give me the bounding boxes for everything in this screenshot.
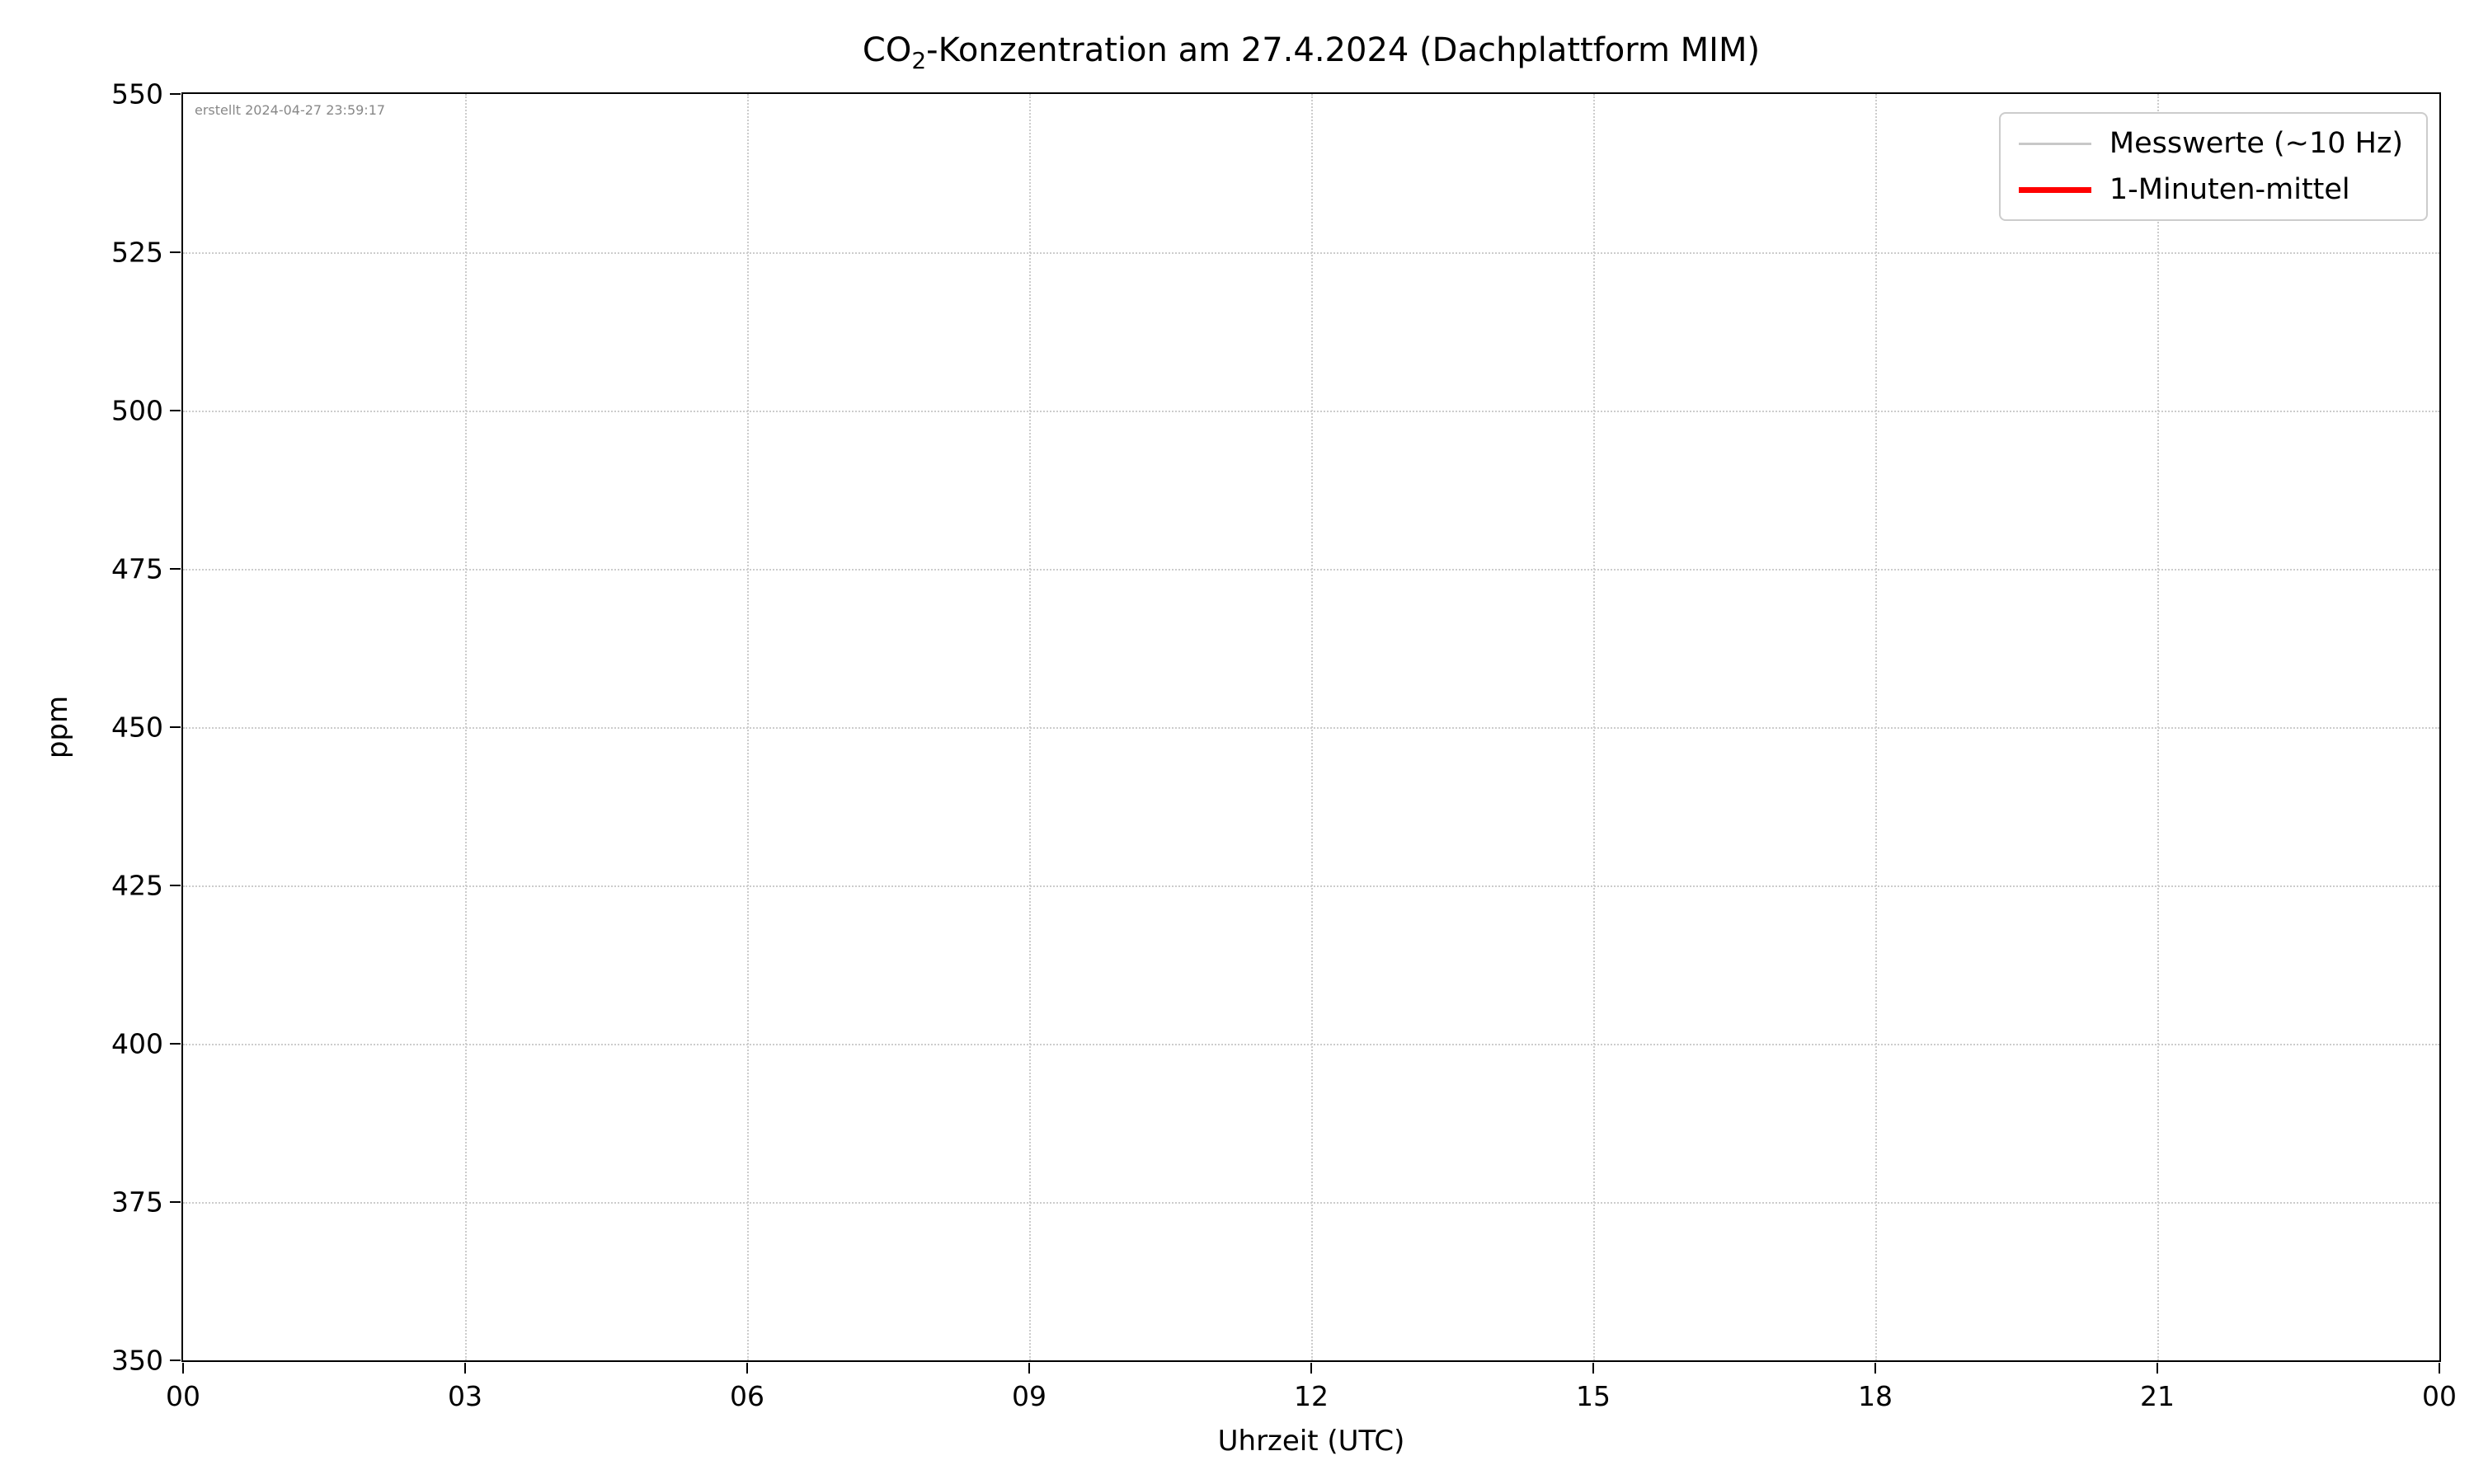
x-axis-label: Uhrzeit (UTC) (1217, 1425, 1405, 1458)
x-tick-label: 00 (166, 1380, 200, 1412)
x-tick-label: 09 (1012, 1380, 1047, 1412)
gridline-y (183, 569, 2439, 571)
gridline-y (183, 252, 2439, 254)
x-tick-label: 03 (448, 1380, 482, 1412)
x-tick-label: 15 (1576, 1380, 1611, 1412)
gridline-y (183, 1202, 2439, 1204)
y-tick-label: 500 (111, 394, 163, 427)
gridline-y (183, 411, 2439, 412)
x-tick-mark (182, 1363, 184, 1374)
y-tick-mark (170, 726, 181, 728)
chart-title-suffix: -Konzentration am 27.4.2024 (Dachplattfo… (926, 31, 1761, 69)
y-tick-label: 350 (111, 1344, 163, 1377)
legend-line-messwerte-icon (2018, 142, 2091, 145)
legend-entry-minutenmittel: 1-Minuten-mittel (2018, 173, 2403, 206)
chart-title: CO2-Konzentration am 27.4.2024 (Dachplat… (181, 31, 2441, 74)
chart-title-subscript: 2 (911, 47, 927, 74)
legend-label-minutenmittel: 1-Minuten-mittel (2109, 173, 2350, 206)
y-tick-label: 525 (111, 236, 163, 269)
y-tick-mark (170, 251, 181, 253)
y-tick-label: 425 (111, 869, 163, 902)
x-tick-label: 12 (1294, 1380, 1329, 1412)
x-tick-label: 18 (1858, 1380, 1893, 1412)
y-tick-mark (170, 1360, 181, 1361)
legend-line-minutenmittel-icon (2018, 186, 2091, 193)
y-tick-mark (170, 568, 181, 570)
x-tick-label: 00 (2422, 1380, 2457, 1412)
plot-area: 00 03 06 09 12 15 18 21 00 350 375 400 425 450 475 500 5… (111, 78, 2457, 1413)
gridline-y (183, 885, 2439, 887)
y-tick-label: 375 (111, 1186, 163, 1219)
y-tick-mark (170, 1043, 181, 1045)
legend: Messwerte (~10 Hz) 1-Minuten-mittel (1998, 112, 2428, 221)
legend-entry-messwerte: Messwerte (~10 Hz) (2018, 127, 2403, 160)
y-tick-label: 475 (111, 552, 163, 585)
x-tick-label: 21 (2140, 1380, 2175, 1412)
gridline-y (183, 727, 2439, 729)
x-tick-mark (746, 1363, 748, 1374)
x-tick-mark (2439, 1363, 2440, 1374)
gridline-y (183, 1044, 2439, 1045)
x-tick-label: 06 (730, 1380, 764, 1412)
x-tick-mark (464, 1363, 466, 1374)
y-axis-label: ppm (41, 695, 74, 759)
chart-title-prefix: CO (862, 31, 912, 69)
x-tick-mark (1310, 1363, 1312, 1374)
x-tick-mark (1592, 1363, 1594, 1374)
y-tick-label: 550 (111, 77, 163, 110)
y-tick-label: 450 (111, 711, 163, 744)
y-tick-mark (170, 410, 181, 411)
legend-label-messwerte: Messwerte (~10 Hz) (2109, 127, 2403, 160)
x-tick-mark (1874, 1363, 1876, 1374)
y-tick-mark (170, 885, 181, 886)
y-tick-mark (170, 1201, 181, 1203)
x-tick-mark (1028, 1363, 1030, 1374)
y-tick-mark (170, 93, 181, 95)
y-tick-label: 400 (111, 1027, 163, 1060)
x-tick-mark (2157, 1363, 2158, 1374)
creation-timestamp: erstellt 2024-04-27 23:59:17 (195, 102, 386, 118)
